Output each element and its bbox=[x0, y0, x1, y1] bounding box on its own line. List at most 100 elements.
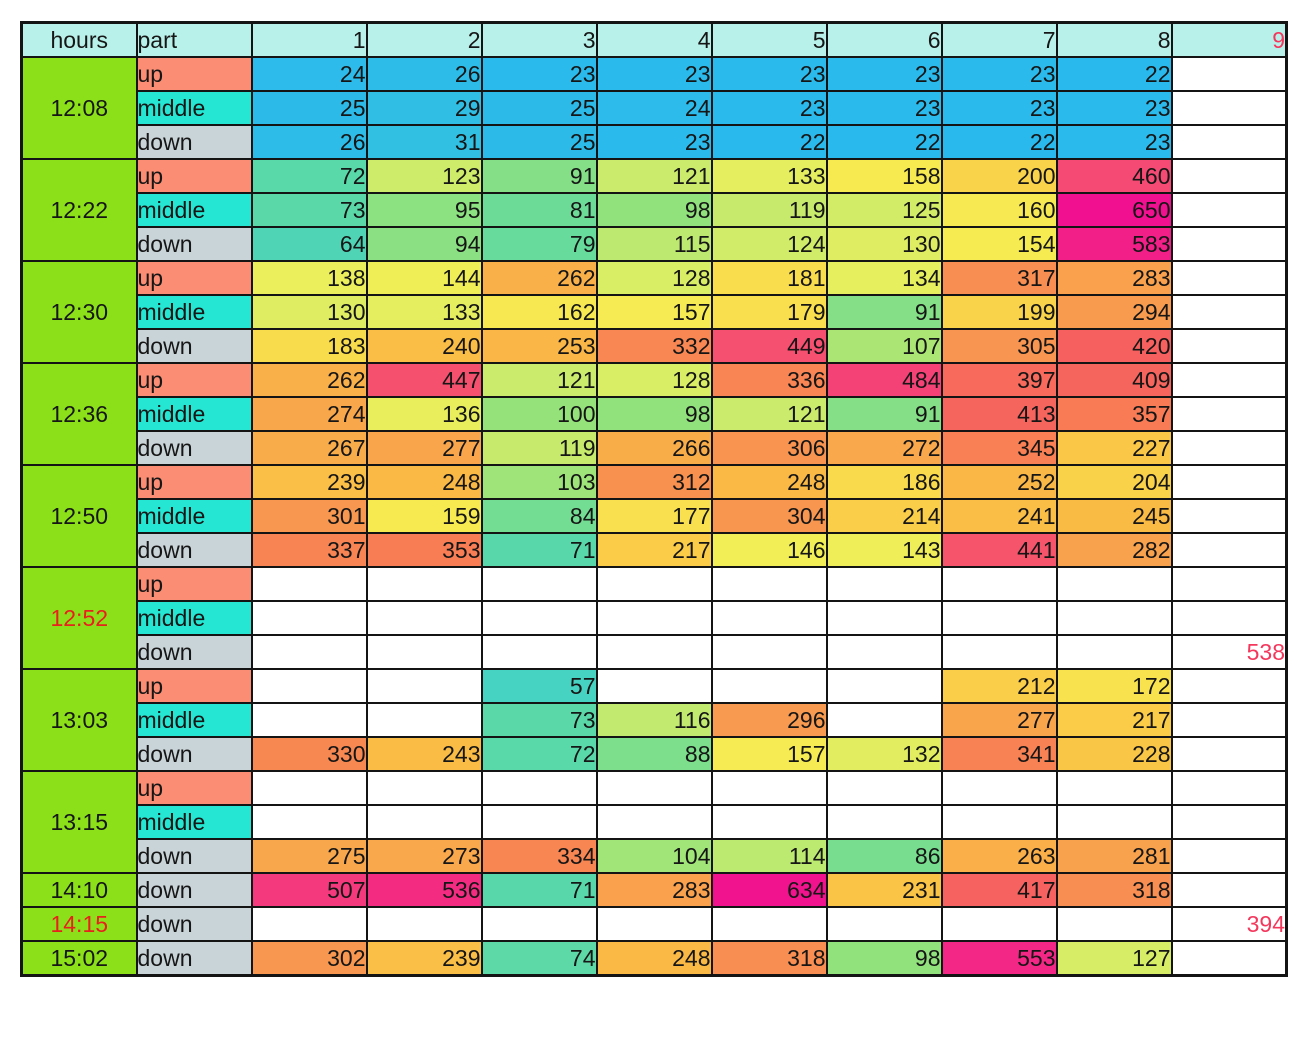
table-row: 12:50 up 239 248 103 312 248 186 252 204 bbox=[20, 464, 1288, 568]
time-cell: 12:52 bbox=[20, 566, 138, 670]
value-cell: 447 bbox=[365, 362, 483, 398]
value-cell: 231 bbox=[825, 872, 943, 908]
value-cell: 413 bbox=[940, 396, 1058, 432]
value-cell: 159 bbox=[365, 498, 483, 534]
part-cell-down: down bbox=[135, 906, 253, 942]
header-col-4: 4 bbox=[595, 21, 713, 58]
empty-cell bbox=[825, 770, 943, 806]
table-row: middle 274 136 100 98 121 91 413 357 bbox=[22, 396, 1288, 432]
empty-cell bbox=[710, 804, 828, 840]
empty-cell bbox=[1170, 90, 1288, 126]
overflow-value-cell: 538 bbox=[1170, 634, 1288, 670]
part-cell-up: up bbox=[135, 464, 253, 500]
value-cell: 23 bbox=[940, 56, 1058, 92]
empty-cell bbox=[595, 634, 713, 670]
header-col-7: 7 bbox=[940, 21, 1058, 58]
empty-cell bbox=[250, 600, 368, 636]
part-cell-up: up bbox=[135, 770, 253, 806]
empty-cell bbox=[365, 600, 483, 636]
value-cell: 441 bbox=[940, 532, 1058, 568]
value-cell: 130 bbox=[825, 226, 943, 262]
empty-cell bbox=[1170, 770, 1288, 806]
value-cell: 128 bbox=[595, 260, 713, 296]
part-cell-up: up bbox=[135, 566, 253, 602]
header-col-3: 3 bbox=[480, 21, 598, 58]
empty-cell bbox=[1170, 430, 1288, 466]
value-cell: 64 bbox=[250, 226, 368, 262]
value-cell: 420 bbox=[1055, 328, 1173, 364]
part-cell-middle: middle bbox=[135, 90, 253, 126]
empty-cell bbox=[940, 634, 1058, 670]
value-cell: 128 bbox=[595, 362, 713, 398]
value-cell: 281 bbox=[1055, 838, 1173, 874]
empty-cell bbox=[1170, 566, 1288, 602]
value-cell: 240 bbox=[365, 328, 483, 364]
table-row: 12:08 up 24 26 23 23 23 23 23 22 bbox=[20, 56, 1288, 160]
value-cell: 318 bbox=[710, 940, 828, 977]
value-cell: 107 bbox=[825, 328, 943, 364]
time-cell: 13:15 bbox=[20, 770, 138, 874]
part-cell-down: down bbox=[135, 940, 253, 977]
value-cell: 245 bbox=[1055, 498, 1173, 534]
empty-cell bbox=[710, 770, 828, 806]
value-cell: 23 bbox=[595, 124, 713, 160]
empty-cell bbox=[1055, 906, 1173, 942]
part-cell-up: up bbox=[135, 362, 253, 398]
value-cell: 337 bbox=[250, 532, 368, 568]
empty-cell bbox=[1170, 294, 1288, 330]
empty-cell bbox=[250, 702, 368, 738]
time-cell: 14:10 bbox=[20, 872, 138, 908]
empty-cell bbox=[1170, 668, 1288, 704]
empty-cell bbox=[480, 804, 598, 840]
empty-cell bbox=[710, 600, 828, 636]
time-cell: 12:08 bbox=[20, 56, 138, 160]
value-cell: 553 bbox=[940, 940, 1058, 977]
table-row: middle bbox=[22, 600, 1288, 636]
value-cell: 634 bbox=[710, 872, 828, 908]
value-cell: 73 bbox=[480, 702, 598, 738]
empty-cell bbox=[1170, 158, 1288, 194]
time-cell: 12:22 bbox=[20, 158, 138, 262]
empty-cell bbox=[1170, 192, 1288, 228]
value-cell: 25 bbox=[480, 124, 598, 160]
value-cell: 283 bbox=[1055, 260, 1173, 296]
empty-cell bbox=[1170, 872, 1288, 908]
empty-cell bbox=[365, 770, 483, 806]
value-cell: 341 bbox=[940, 736, 1058, 772]
empty-cell bbox=[365, 804, 483, 840]
empty-cell bbox=[1055, 566, 1173, 602]
value-cell: 282 bbox=[1055, 532, 1173, 568]
value-cell: 241 bbox=[940, 498, 1058, 534]
empty-cell bbox=[595, 566, 713, 602]
value-cell: 199 bbox=[940, 294, 1058, 330]
empty-cell bbox=[1170, 396, 1288, 432]
value-cell: 357 bbox=[1055, 396, 1173, 432]
value-cell: 277 bbox=[365, 430, 483, 466]
value-cell: 158 bbox=[825, 158, 943, 194]
value-cell: 86 bbox=[825, 838, 943, 874]
part-cell-down: down bbox=[135, 532, 253, 568]
value-cell: 121 bbox=[480, 362, 598, 398]
value-cell: 239 bbox=[250, 464, 368, 500]
value-cell: 133 bbox=[710, 158, 828, 194]
empty-cell bbox=[480, 634, 598, 670]
time-cell: 12:30 bbox=[20, 260, 138, 364]
value-cell: 228 bbox=[1055, 736, 1173, 772]
value-cell: 160 bbox=[940, 192, 1058, 228]
part-cell-middle: middle bbox=[135, 600, 253, 636]
value-cell: 22 bbox=[825, 124, 943, 160]
value-cell: 91 bbox=[825, 396, 943, 432]
empty-cell bbox=[1055, 804, 1173, 840]
value-cell: 130 bbox=[250, 294, 368, 330]
value-cell: 484 bbox=[825, 362, 943, 398]
value-cell: 84 bbox=[480, 498, 598, 534]
value-cell: 277 bbox=[940, 702, 1058, 738]
value-cell: 31 bbox=[365, 124, 483, 160]
empty-cell bbox=[710, 634, 828, 670]
value-cell: 91 bbox=[825, 294, 943, 330]
value-cell: 23 bbox=[940, 90, 1058, 126]
value-cell: 200 bbox=[940, 158, 1058, 194]
value-cell: 583 bbox=[1055, 226, 1173, 262]
empty-cell bbox=[1170, 804, 1288, 840]
value-cell: 119 bbox=[480, 430, 598, 466]
